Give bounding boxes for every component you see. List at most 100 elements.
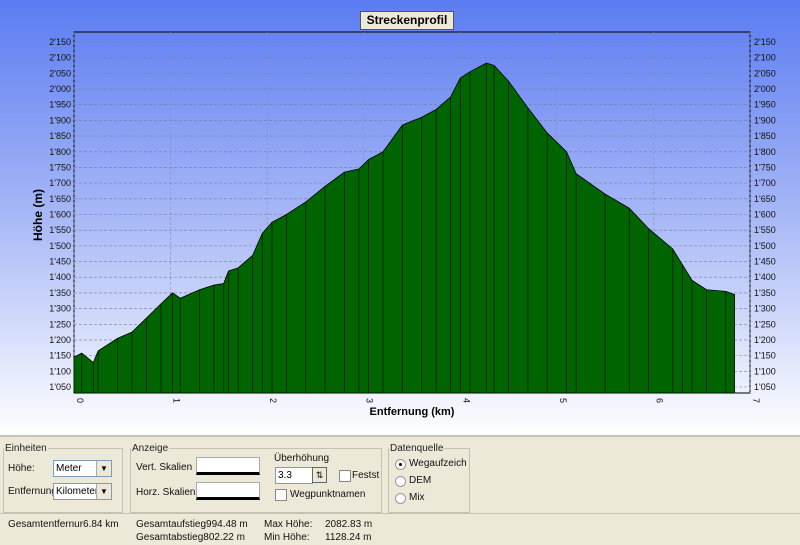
source-radio-mix[interactable] [395,493,406,504]
waypoint-names-label: Wegpunktnamen [290,489,366,500]
y-tick-label-right: 1'700 [754,178,776,188]
max-height-value: 2082.83 m [325,519,373,530]
distance-unit-label: Entfernung: [8,486,60,497]
y-tick-label-left: 1'250 [49,319,71,329]
exaggeration-label: Überhöhung [274,453,330,464]
y-tick-label-left: 1'050 [49,382,71,392]
source-radio-dem[interactable] [395,476,406,487]
y-tick-label-right: 2'150 [754,37,776,47]
y-tick-label-left: 1'700 [49,178,71,188]
y-tick-label-right: 1'150 [754,351,776,361]
spinner-icon[interactable]: ⇅ [312,467,327,483]
x-tick-label: 6 [654,398,664,403]
chevron-down-icon[interactable]: ▼ [96,461,111,476]
y-tick-label-right: 1'450 [754,257,776,267]
y-tick-label-left: 2'050 [49,68,71,78]
y-tick-label-left: 1'650 [49,194,71,204]
y-tick-label-right: 1'850 [754,131,776,141]
y-tick-label-right: 1'300 [754,304,776,314]
display-legend: Anzeige [132,443,169,454]
y-tick-label-left: 1'600 [49,210,71,220]
y-tick-label-right: 1'550 [754,225,776,235]
exaggeration-input[interactable]: 3.3 [275,467,313,484]
y-tick-label-left: 1'100 [49,366,71,376]
settings-panel: Einheiten Höhe: Meter ▼ Entfernung: Kilom… [0,435,800,545]
max-height-label: Max Höhe: [264,519,313,530]
x-tick-label: 1 [172,398,182,403]
distance-unit-select[interactable]: Kilometer ▼ [53,483,112,500]
y-tick-label-left: 2'100 [49,53,71,63]
source-option-track: Wegaufzeichnu [409,458,467,469]
elevation-chart: 1'050 1'050 1'100 1'100 1'150 1'150 1'200 1'200… [31,31,776,418]
x-tick-label: 4 [461,398,471,403]
x-tick-label: 7 [751,398,761,403]
waypoint-names-checkbox[interactable] [275,489,287,501]
y-axis-label: Höhe (m) [31,189,45,241]
y-tick-label-left: 2'000 [49,84,71,94]
y-tick-label-right: 1'200 [754,335,776,345]
divider [0,513,800,514]
total-distance: Gesamtentfernur6.84 km [8,519,119,530]
y-tick-label-right: 1'350 [754,288,776,298]
y-tick-label-right: 1'650 [754,194,776,204]
vert-scale-slider[interactable] [196,457,260,475]
x-axis-label: Entfernung (km) [370,406,455,418]
fixed-checkbox[interactable] [339,470,351,482]
source-option-dem: DEM [409,475,432,486]
y-tick-label-left: 1'400 [49,272,71,282]
chart-title: Streckenprofil [360,11,454,30]
y-tick-label-left: 1'350 [49,288,71,298]
min-height-value: 1128.24 m [325,532,372,543]
y-tick-label-left: 1'150 [49,351,71,361]
y-tick-label-right: 1'950 [754,100,776,110]
display-group: Anzeige [130,443,382,513]
total-ascent: Gesamtaufstieg994.48 m [136,519,248,530]
y-tick-label-right: 1'100 [754,366,776,376]
x-tick-label: 2 [268,398,278,403]
y-tick-label-right: 1'900 [754,115,776,125]
y-tick-label-left: 1'500 [49,241,71,251]
y-tick-label-left: 1'950 [49,100,71,110]
units-legend: Einheiten [5,443,47,454]
source-radio-track[interactable] [395,459,406,470]
horz-scale-label: Horz. Skalien [136,487,196,498]
y-tick-label-right: 2'050 [754,68,776,78]
y-tick-label-left: 1'750 [49,162,71,172]
units-group: Einheiten [3,443,123,513]
height-unit-value: Meter [56,463,82,474]
y-tick-label-right: 2'000 [754,84,776,94]
y-tick-label-left: 1'900 [49,115,71,125]
elevation-area [73,62,735,394]
x-tick-label: 5 [558,398,568,403]
y-tick-label-left: 1'850 [49,131,71,141]
total-descent: Gesamtabstieg802.22 m [136,532,245,543]
min-height-label: Min Höhe: [264,532,310,543]
y-tick-label-right: 1'600 [754,210,776,220]
exaggeration-value: 3.3 [278,470,292,481]
vert-scale-label: Vert. Skalien [136,462,193,473]
y-tick-label-right: 1'400 [754,272,776,282]
source-group: Datenquelle [388,443,470,513]
y-tick-label-left: 1'800 [49,147,71,157]
y-tick-label-left: 1'450 [49,257,71,267]
y-tick-label-right: 1'800 [754,147,776,157]
y-tick-label-right: 1'050 [754,382,776,392]
source-option-mix: Mix [409,492,425,503]
distance-unit-value: Kilometer [56,486,99,497]
y-tick-label-right: 1'250 [754,319,776,329]
chevron-down-icon[interactable]: ▼ [96,484,111,499]
height-unit-label: Höhe: [8,463,35,474]
source-legend: Datenquelle [390,443,444,454]
y-tick-label-left: 1'300 [49,304,71,314]
y-tick-label-right: 1'750 [754,162,776,172]
y-tick-label-right: 2'100 [754,53,776,63]
x-tick-label: 3 [365,398,375,403]
y-tick-label-right: 1'500 [754,241,776,251]
x-tick-label: 0 [75,398,85,403]
y-tick-label-left: 1'550 [49,225,71,235]
fixed-label: Festst [352,470,380,481]
y-tick-label-left: 1'200 [49,335,71,345]
y-tick-label-left: 2'150 [49,37,71,47]
horz-scale-slider[interactable] [196,482,260,500]
height-unit-select[interactable]: Meter ▼ [53,460,112,477]
